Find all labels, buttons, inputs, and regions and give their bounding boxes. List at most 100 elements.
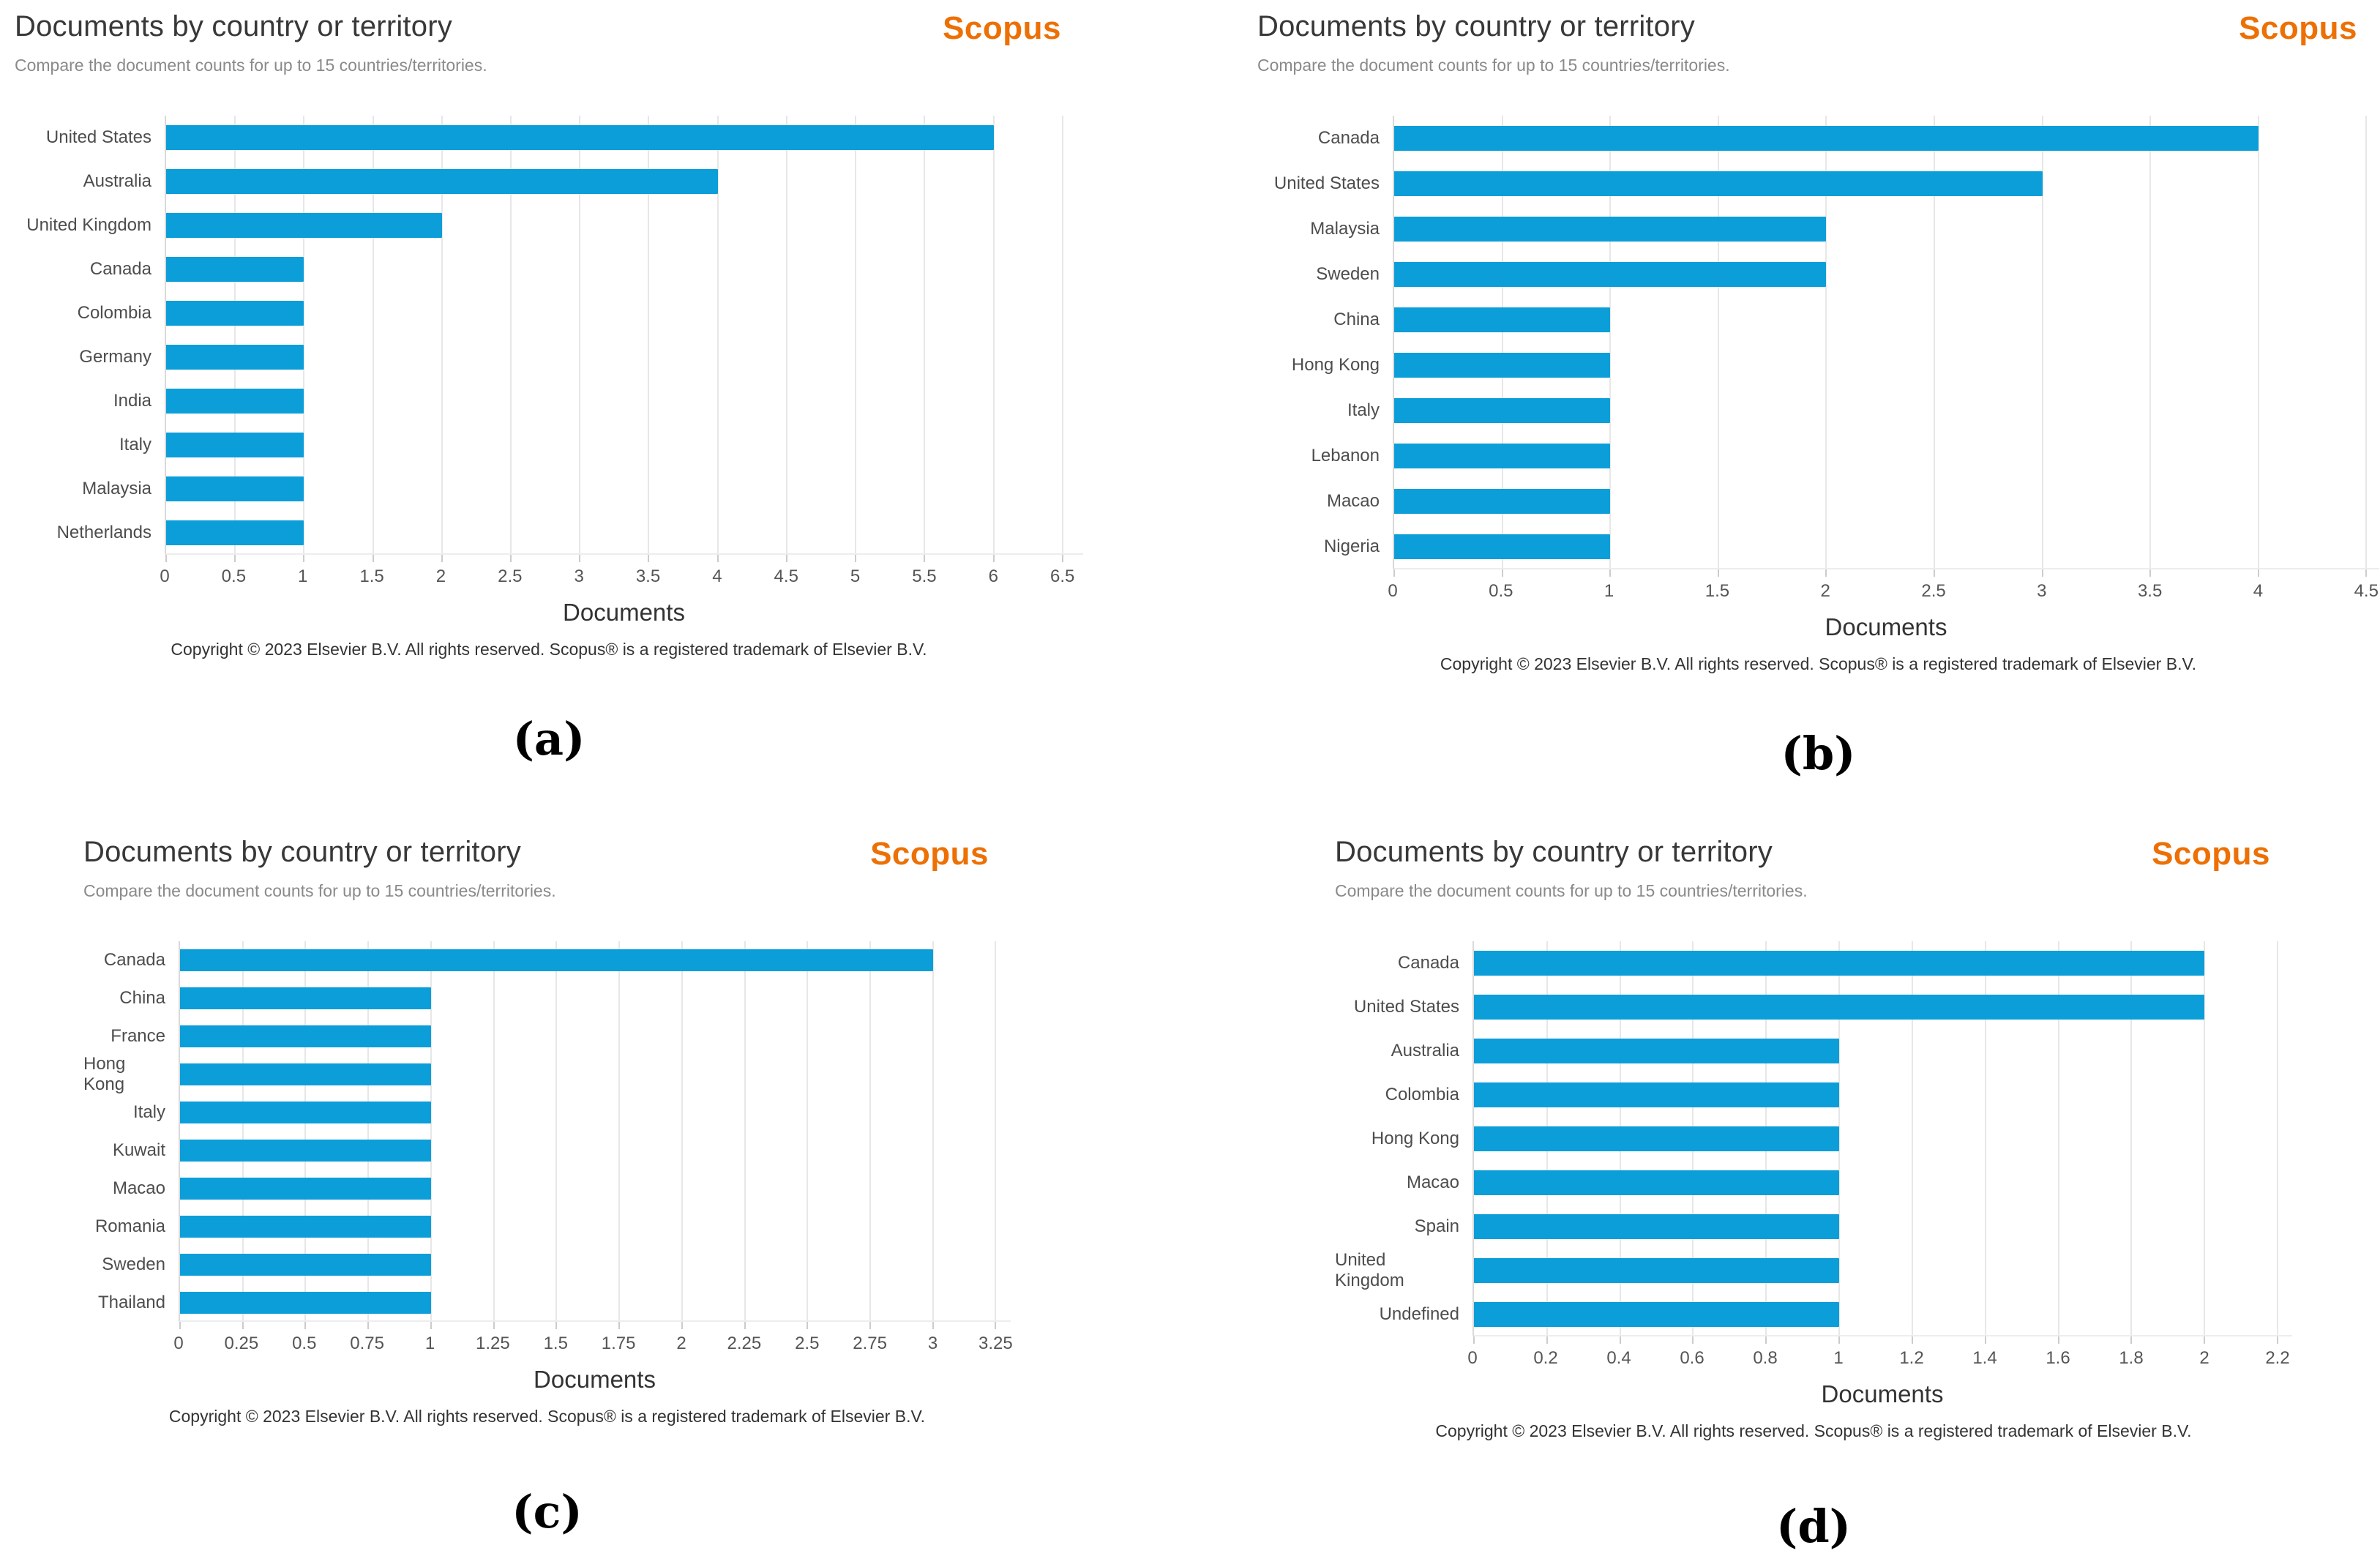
chart-b: Documents by country or territory Compar… bbox=[1257, 10, 2380, 780]
tick-mark bbox=[1609, 569, 1612, 577]
tick-mark bbox=[1825, 569, 1827, 577]
y-axis-label: Nigeria bbox=[1323, 536, 1380, 556]
y-axis-label: Lebanon bbox=[1311, 446, 1380, 465]
gridline bbox=[1838, 941, 1841, 1335]
x-tick-label: 0.8 bbox=[1753, 1348, 1778, 1368]
gridline bbox=[1061, 116, 1063, 553]
gridline bbox=[242, 941, 244, 1320]
y-axis-label: Spain bbox=[1414, 1216, 1459, 1236]
x-axis-title: Documents bbox=[1821, 1380, 1944, 1407]
x-tick-label: 0.4 bbox=[1606, 1348, 1631, 1368]
gridline bbox=[555, 941, 558, 1320]
x-tick-label: 1.5 bbox=[359, 566, 384, 586]
x-tick-label: 1 bbox=[298, 566, 308, 586]
page-subtitle: Compare the document counts for up to 15… bbox=[1257, 56, 1730, 75]
x-tick-label: 2 bbox=[435, 566, 446, 586]
bar bbox=[180, 1102, 431, 1123]
x-tick-label: 1.6 bbox=[2046, 1348, 2070, 1368]
bar bbox=[180, 1140, 431, 1162]
x-axis: 0 0.25 0.5 0.75 1 1.25 1.5 1.75 2 2.25 2.5 2.75 3 3.2… bbox=[173, 1334, 1012, 1357]
x-tick-label: 2.5 bbox=[498, 566, 523, 586]
bar bbox=[1474, 951, 2205, 976]
gridline bbox=[1609, 116, 1612, 568]
x-tick-label: 0.6 bbox=[1680, 1348, 1704, 1368]
bar bbox=[166, 169, 718, 194]
tick-mark bbox=[1717, 569, 1719, 577]
gridline bbox=[932, 941, 934, 1320]
tick-mark bbox=[555, 1322, 558, 1329]
figure-caption-d: (d) bbox=[1775, 1500, 1852, 1553]
gridline bbox=[924, 116, 926, 553]
x-tick-label: 1 bbox=[424, 1334, 435, 1353]
bar bbox=[1394, 171, 2043, 196]
gridline bbox=[1717, 116, 1719, 568]
tick-mark bbox=[1984, 1336, 1986, 1344]
x-tick-label: 5.5 bbox=[912, 566, 937, 586]
gridline bbox=[995, 941, 997, 1320]
tick-mark bbox=[1546, 1336, 1548, 1344]
y-axis-label: Italy bbox=[1347, 400, 1380, 420]
tick-mark bbox=[1619, 1336, 1621, 1344]
chart-a: Documents by country or territory Compar… bbox=[15, 10, 1190, 766]
x-tick-label: 1.8 bbox=[2119, 1348, 2144, 1368]
bar bbox=[180, 949, 933, 971]
page-subtitle: Compare the document counts for up to 15… bbox=[1335, 881, 1808, 900]
gridline bbox=[618, 941, 621, 1320]
bar bbox=[180, 1254, 431, 1276]
figure-panel-a: Documents by country or territory Compar… bbox=[0, 0, 1190, 789]
x-tick-label: 0 bbox=[1388, 581, 1398, 601]
tick-mark bbox=[441, 555, 443, 562]
figure-caption-c: (c) bbox=[512, 1485, 583, 1538]
y-axis-label: Colombia bbox=[1385, 1085, 1459, 1104]
plot-area bbox=[165, 116, 1083, 562]
bar bbox=[1394, 126, 2259, 151]
x-tick-label: 6 bbox=[988, 566, 999, 586]
tick-mark bbox=[855, 555, 857, 562]
x-tick-label: 6.5 bbox=[1050, 566, 1075, 586]
plot-area bbox=[179, 941, 1011, 1329]
bar bbox=[1474, 1082, 1840, 1107]
gridline bbox=[579, 116, 581, 553]
tick-mark bbox=[807, 1322, 809, 1329]
gridline bbox=[785, 116, 787, 553]
tick-mark bbox=[179, 1322, 181, 1329]
y-axis-label: Italy bbox=[132, 1102, 165, 1122]
tick-mark bbox=[992, 555, 995, 562]
x-tick-label: 2 bbox=[1820, 581, 1830, 601]
tick-mark bbox=[1911, 1336, 1913, 1344]
chart-header: Documents by country or territory Compar… bbox=[1257, 10, 2379, 75]
tick-mark bbox=[2041, 569, 2043, 577]
y-axis-label: Macao bbox=[1326, 491, 1380, 511]
tick-mark bbox=[1765, 1336, 1767, 1344]
y-axis-label: Australia bbox=[1391, 1041, 1459, 1061]
bar bbox=[1394, 489, 1611, 514]
bar bbox=[1394, 262, 1827, 287]
x-tick-label: 3 bbox=[927, 1334, 938, 1353]
x-axis: 0 0.2 0.4 0.6 0.8 1 1.2 1.4 1.6 1.8 2 2.2 bbox=[1467, 1348, 2292, 1372]
bar bbox=[166, 389, 304, 414]
y-axis-label: Germany bbox=[79, 347, 151, 367]
y-axis-label: Undefined bbox=[1379, 1304, 1459, 1324]
chart-header: Documents by country or territory Compar… bbox=[83, 836, 1011, 901]
tick-mark bbox=[242, 1322, 244, 1329]
y-axis-label: Canada bbox=[1397, 953, 1459, 973]
bar bbox=[1474, 1258, 1840, 1283]
y-axis-label: Malaysia bbox=[82, 479, 151, 498]
y-axis-label: Sweden bbox=[102, 1254, 165, 1274]
tick-mark bbox=[681, 1322, 683, 1329]
tick-mark bbox=[234, 555, 236, 562]
gridline bbox=[2041, 116, 2043, 568]
chart-body: Canada United States Australia Colombia Hong… bbox=[1335, 941, 2380, 1344]
tick-mark bbox=[2204, 1336, 2206, 1344]
tick-mark bbox=[744, 1322, 746, 1329]
x-tick-label: 1.2 bbox=[1899, 1348, 1924, 1368]
bar bbox=[166, 125, 994, 150]
gridline bbox=[1984, 941, 1986, 1335]
x-tick-label: 4.5 bbox=[774, 566, 798, 586]
x-tick-label: 5 bbox=[850, 566, 861, 586]
page-subtitle: Compare the document counts for up to 15… bbox=[83, 881, 556, 900]
y-axis-label: Thailand bbox=[97, 1293, 165, 1312]
tick-mark bbox=[924, 555, 926, 562]
y-axis-label: Canada bbox=[89, 259, 151, 279]
